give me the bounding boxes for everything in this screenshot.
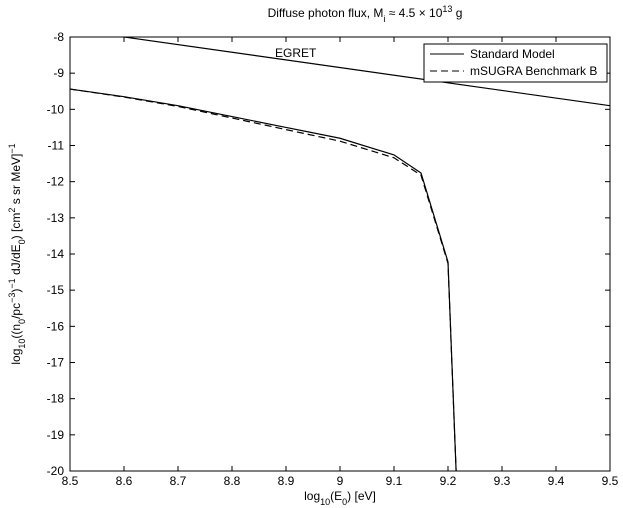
plot-frame [69, 36, 611, 472]
label-part: 10 [17, 339, 27, 349]
label-part: /pc [9, 303, 23, 319]
title-part: g [452, 6, 462, 20]
label-part: −3 [7, 293, 17, 303]
label-part: 10 [320, 497, 330, 507]
label-part: 0 [342, 497, 347, 507]
y-tick-label: -8 [53, 30, 64, 44]
x-tick-label: 9 [337, 474, 344, 488]
label-part: −1 [7, 143, 17, 153]
plot-area [70, 37, 610, 471]
y-tick-label: -9 [53, 66, 64, 80]
x-tick-label: 8.5 [62, 474, 79, 488]
x-tick-label: 9.3 [494, 474, 511, 488]
x-tick-label: 9.5 [602, 474, 619, 488]
y-tick-label: -14 [47, 247, 65, 261]
legend-label: Standard Model [470, 47, 555, 61]
y-tick-label: -10 [47, 102, 65, 116]
x-tick-label: 9.1 [386, 474, 403, 488]
x-tick-label: 8.7 [170, 474, 187, 488]
x-axis-label: log10(E0) [eV] [304, 489, 376, 507]
legend-label: mSUGRA Benchmark B [470, 64, 597, 78]
label-part: ) [cm [9, 213, 23, 240]
x-tick-label: 8.8 [224, 474, 241, 488]
y-tick-label: -20 [47, 464, 65, 478]
y-tick-label: -11 [48, 139, 65, 153]
reference-line [123, 37, 610, 107]
label-part: 0 [17, 319, 27, 324]
y-tick-label: -16 [47, 319, 65, 333]
label-part: log [9, 349, 23, 365]
y-tick-label: -17 [47, 356, 65, 370]
series-line [70, 88, 457, 471]
annotation: EGRET [275, 46, 317, 60]
legend-box [423, 43, 608, 83]
label-part: log [304, 489, 320, 503]
title-part: 13 [442, 4, 452, 14]
label-part: dJ/dE [9, 244, 23, 278]
y-tick-label: -19 [47, 428, 65, 442]
chart-title: Diffuse photon flux, Mi ≈ 4.5 × 1013 g [268, 4, 463, 24]
title-part: Diffuse photon flux, M [268, 6, 384, 20]
x-tick-label: 9.2 [440, 474, 457, 488]
y-tick-label: -13 [47, 211, 65, 225]
label-part: (E [330, 489, 342, 503]
x-tick-label: 8.6 [116, 474, 133, 488]
y-tick-label: -12 [47, 175, 65, 189]
title-part: ≈ 4.5 × 10 [385, 6, 442, 20]
x-tick-label: 9.4 [548, 474, 565, 488]
label-part: ((n [9, 324, 23, 339]
x-tick-label: 8.9 [278, 474, 295, 488]
label-part: 0 [17, 239, 27, 244]
label-part: ) [9, 289, 23, 293]
title-part: i [383, 14, 385, 24]
label-part: 2 [7, 208, 17, 213]
label-part: −1 [7, 278, 17, 288]
label-part: s sr MeV] [9, 154, 23, 208]
label-part: ) [eV] [347, 489, 376, 503]
y-axis-label: log10((n0/pc−3)−1 dJ/dE0) [cm2 s sr MeV]… [7, 143, 27, 364]
y-tick-label: -15 [47, 283, 65, 297]
y-tick-label: -18 [47, 392, 65, 406]
